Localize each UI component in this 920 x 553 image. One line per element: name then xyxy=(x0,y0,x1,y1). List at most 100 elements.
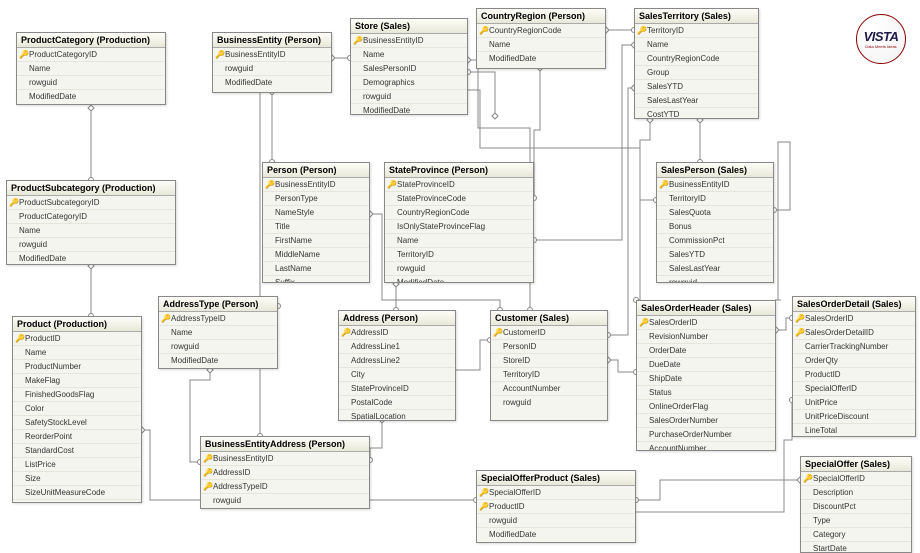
entity-body[interactable]: 🔑CountryRegionCodeNameModifiedDate xyxy=(477,24,605,68)
column-row[interactable]: SalesLastYear xyxy=(657,262,773,276)
column-row[interactable]: Size xyxy=(13,472,141,486)
column-row[interactable]: SizeUnitMeasureCode xyxy=(13,486,141,500)
entity-productcategory[interactable]: ProductCategory (Production)🔑ProductCate… xyxy=(16,32,166,105)
column-row[interactable]: SalesPersonID xyxy=(351,62,467,76)
column-row[interactable]: 🔑CountryRegionCode xyxy=(477,24,605,38)
column-row[interactable]: ModifiedDate xyxy=(17,90,165,103)
column-row[interactable]: 🔑BusinessEntityID xyxy=(263,178,369,192)
column-row[interactable]: 🔑BusinessEntityID xyxy=(657,178,773,192)
entity-title[interactable]: ProductCategory (Production) xyxy=(17,33,165,48)
column-row[interactable]: 🔑ProductCategoryID xyxy=(17,48,165,62)
column-row[interactable]: ListPrice xyxy=(13,458,141,472)
column-row[interactable]: FinishedGoodsFlag xyxy=(13,388,141,402)
column-row[interactable]: rowguid xyxy=(491,396,607,409)
column-row[interactable]: Description xyxy=(801,486,911,500)
column-row[interactable]: ModifiedDate xyxy=(7,252,175,264)
entity-title[interactable]: SpecialOffer (Sales) xyxy=(801,457,911,472)
entity-specialofferproduct[interactable]: SpecialOfferProduct (Sales)🔑SpecialOffer… xyxy=(476,470,636,543)
column-row[interactable]: AccountNumber xyxy=(491,382,607,396)
entity-title[interactable]: Person (Person) xyxy=(263,163,369,178)
column-row[interactable]: StateProvinceID xyxy=(339,382,455,396)
column-row[interactable]: 🔑SalesOrderID xyxy=(793,312,915,326)
column-row[interactable]: CarrierTrackingNumber xyxy=(793,340,915,354)
entity-body[interactable]: 🔑BusinessEntityIDPersonTypeNameStyleTitl… xyxy=(263,178,369,282)
column-row[interactable]: Bonus xyxy=(657,220,773,234)
entity-businessentityaddress[interactable]: BusinessEntityAddress (Person)🔑BusinessE… xyxy=(200,436,370,509)
entity-body[interactable]: 🔑AddressIDAddressLine1AddressLine2CitySt… xyxy=(339,326,455,420)
entity-title[interactable]: SalesPerson (Sales) xyxy=(657,163,773,178)
column-row[interactable]: rowguid xyxy=(477,514,635,528)
column-row[interactable]: ProductID xyxy=(793,368,915,382)
column-row[interactable]: Name xyxy=(17,62,165,76)
column-row[interactable]: Group xyxy=(635,66,758,80)
column-row[interactable]: Category xyxy=(801,528,911,542)
entity-body[interactable]: 🔑BusinessEntityIDTerritoryIDSalesQuotaBo… xyxy=(657,178,773,282)
entity-customer[interactable]: Customer (Sales)🔑CustomerIDPersonIDStore… xyxy=(490,310,608,421)
column-row[interactable]: Name xyxy=(159,326,277,340)
column-row[interactable]: MiddleName xyxy=(263,248,369,262)
column-row[interactable]: Demographics xyxy=(351,76,467,90)
column-row[interactable]: 🔑SalesOrderDetailID xyxy=(793,326,915,340)
column-row[interactable]: ModifiedDate xyxy=(159,354,277,367)
column-row[interactable]: SalesYTD xyxy=(657,248,773,262)
entity-title[interactable]: SpecialOfferProduct (Sales) xyxy=(477,471,635,486)
column-row[interactable]: ProductNumber xyxy=(13,360,141,374)
column-row[interactable]: rowguid xyxy=(17,76,165,90)
column-row[interactable]: StandardCost xyxy=(13,444,141,458)
column-row[interactable]: AddressLine1 xyxy=(339,340,455,354)
column-row[interactable]: IsOnlyStateProvinceFlag xyxy=(385,220,533,234)
entity-title[interactable]: StateProvince (Person) xyxy=(385,163,533,178)
column-row[interactable]: 🔑ProductSubcategoryID xyxy=(7,196,175,210)
column-row[interactable]: UnitPriceDiscount xyxy=(793,410,915,424)
column-row[interactable]: 🔑SalesOrderID xyxy=(637,316,775,330)
column-row[interactable]: ModifiedDate xyxy=(213,76,331,89)
column-row[interactable]: SpatialLocation xyxy=(339,410,455,420)
column-row[interactable]: SalesOrderNumber xyxy=(637,414,775,428)
column-row[interactable]: SalesYTD xyxy=(635,80,758,94)
entity-body[interactable]: 🔑BusinessEntityIDNameSalesPersonIDDemogr… xyxy=(351,34,467,114)
column-row[interactable]: NameStyle xyxy=(263,206,369,220)
column-row[interactable]: Color xyxy=(13,402,141,416)
entity-body[interactable]: 🔑BusinessEntityIDrowguidModifiedDate xyxy=(213,48,331,92)
column-row[interactable]: 🔑TerritoryID xyxy=(635,24,758,38)
column-row[interactable]: rowguid xyxy=(201,494,369,507)
entity-body[interactable]: 🔑ProductCategoryIDNamerowguidModifiedDat… xyxy=(17,48,165,104)
column-row[interactable]: ShipDate xyxy=(637,372,775,386)
entity-body[interactable]: 🔑AddressTypeIDNamerowguidModifiedDate xyxy=(159,312,277,368)
column-row[interactable]: rowguid xyxy=(351,90,467,104)
column-row[interactable]: 🔑CustomerID xyxy=(491,326,607,340)
column-row[interactable]: PersonType xyxy=(263,192,369,206)
entity-specialoffer[interactable]: SpecialOffer (Sales)🔑SpecialOfferIDDescr… xyxy=(800,456,912,553)
entity-countryregion[interactable]: CountryRegion (Person)🔑CountryRegionCode… xyxy=(476,8,606,69)
column-row[interactable]: 🔑AddressTypeID xyxy=(159,312,277,326)
column-row[interactable]: CostYTD xyxy=(635,108,758,118)
column-row[interactable]: 🔑ProductID xyxy=(477,500,635,514)
entity-addresstype[interactable]: AddressType (Person)🔑AddressTypeIDNamero… xyxy=(158,296,278,369)
entity-salesorderheader[interactable]: SalesOrderHeader (Sales)🔑SalesOrderIDRev… xyxy=(636,300,776,451)
entity-product[interactable]: Product (Production)🔑ProductIDNameProduc… xyxy=(12,316,142,503)
entity-person[interactable]: Person (Person)🔑BusinessEntityIDPersonTy… xyxy=(262,162,370,283)
column-row[interactable]: 🔑AddressTypeID xyxy=(201,480,369,494)
column-row[interactable]: CountryRegionCode xyxy=(385,206,533,220)
column-row[interactable]: Name xyxy=(477,38,605,52)
column-row[interactable]: WeightUnitMeasureCode xyxy=(13,500,141,502)
column-row[interactable]: TerritoryID xyxy=(385,248,533,262)
entity-body[interactable]: 🔑SalesOrderIDRevisionNumberOrderDateDueD… xyxy=(637,316,775,450)
column-row[interactable]: SafetyStockLevel xyxy=(13,416,141,430)
column-row[interactable]: StateProvinceCode xyxy=(385,192,533,206)
entity-title[interactable]: AddressType (Person) xyxy=(159,297,277,312)
entity-productsubcategory[interactable]: ProductSubcategory (Production)🔑ProductS… xyxy=(6,180,176,265)
column-row[interactable]: CommissionPct xyxy=(657,234,773,248)
column-row[interactable]: LineTotal xyxy=(793,424,915,436)
column-row[interactable]: Title xyxy=(263,220,369,234)
column-row[interactable]: 🔑AddressID xyxy=(339,326,455,340)
entity-title[interactable]: Address (Person) xyxy=(339,311,455,326)
column-row[interactable]: StoreID xyxy=(491,354,607,368)
column-row[interactable]: 🔑ProductID xyxy=(13,332,141,346)
column-row[interactable]: rowguid xyxy=(7,238,175,252)
entity-body[interactable]: 🔑CustomerIDPersonIDStoreIDTerritoryIDAcc… xyxy=(491,326,607,420)
entity-body[interactable]: 🔑BusinessEntityID🔑AddressID🔑AddressTypeI… xyxy=(201,452,369,508)
entity-salesorderdetail[interactable]: SalesOrderDetail (Sales)🔑SalesOrderID🔑Sa… xyxy=(792,296,916,437)
entity-title[interactable]: Customer (Sales) xyxy=(491,311,607,326)
column-row[interactable]: StartDate xyxy=(801,542,911,552)
